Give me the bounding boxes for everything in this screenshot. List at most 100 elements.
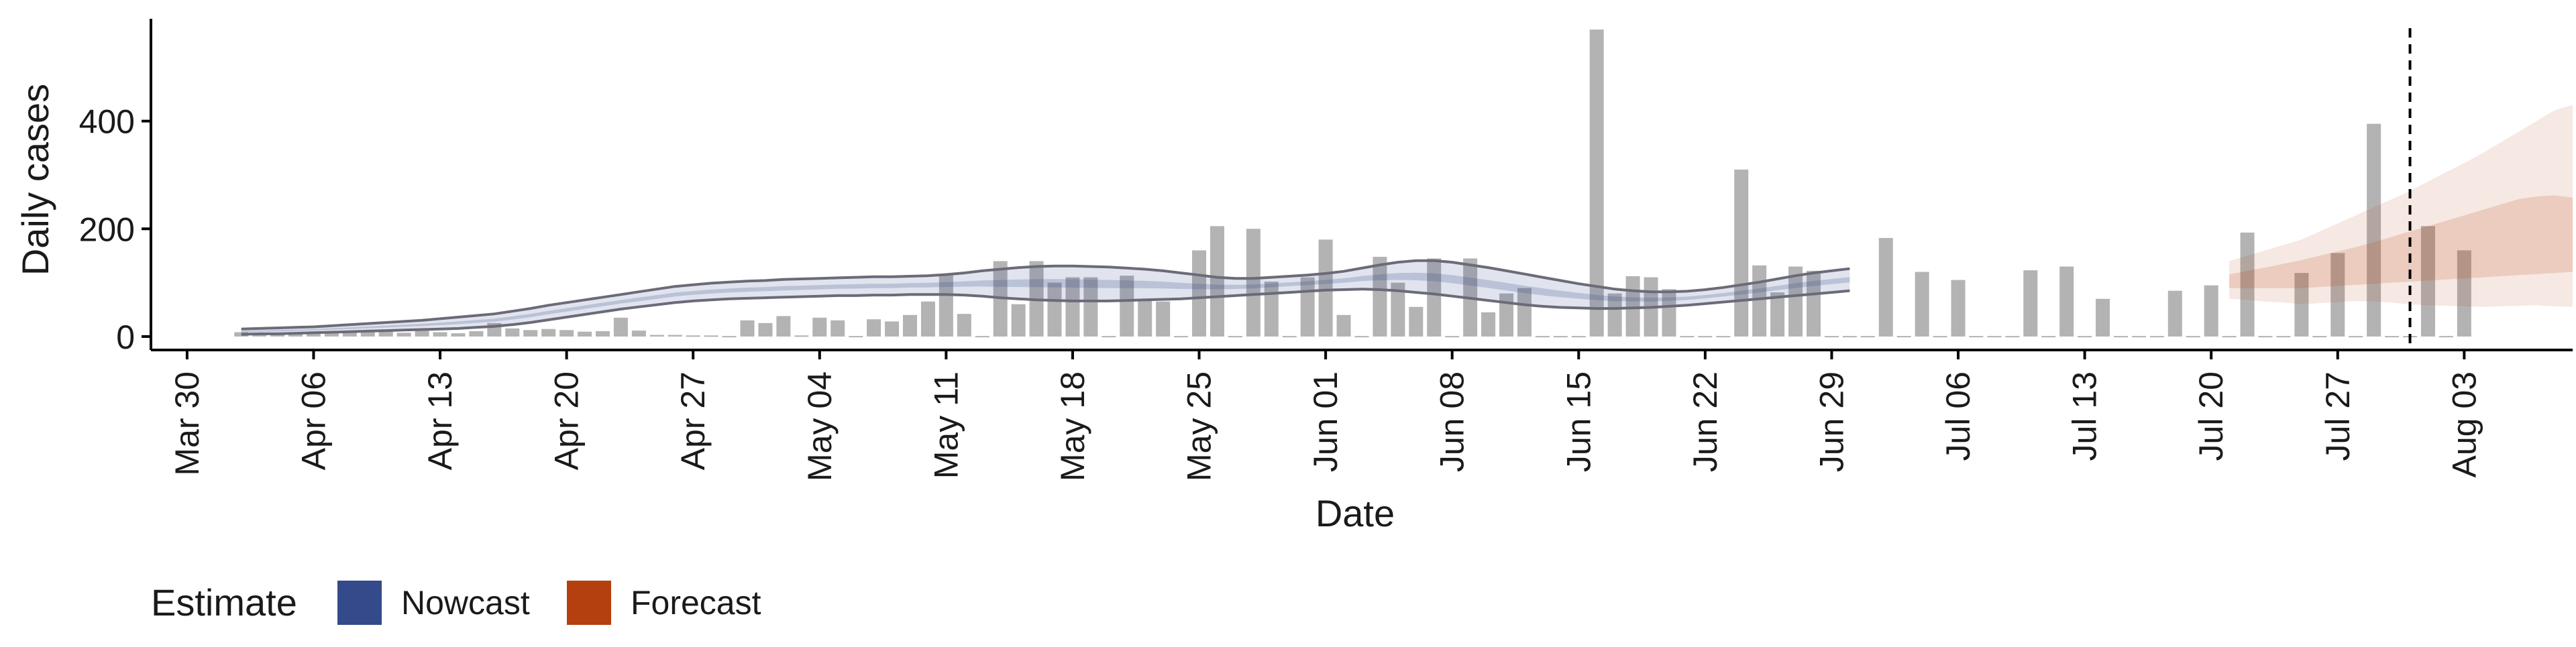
bar xyxy=(649,335,664,337)
bar xyxy=(1915,272,1929,337)
y-tick-label: 200 xyxy=(79,211,135,248)
bar xyxy=(1770,292,1785,337)
bar xyxy=(2294,273,2309,337)
bar xyxy=(1373,257,1387,337)
legend-swatch-forecast xyxy=(567,581,611,625)
bar xyxy=(758,322,773,337)
bar xyxy=(1662,289,1676,337)
bar xyxy=(722,336,737,338)
x-tick-label: Apr 20 xyxy=(548,371,586,470)
y-ticks: 0 200 400 xyxy=(79,103,151,356)
bar xyxy=(1102,336,1116,338)
bar xyxy=(288,333,303,337)
bar xyxy=(1427,258,1442,337)
x-tick-label: Jun 08 xyxy=(1434,371,1471,472)
legend-label-forecast: Forecast xyxy=(631,584,761,622)
x-tick-label: Jul 06 xyxy=(1939,371,1977,461)
bar xyxy=(1047,282,1062,337)
x-tick-label: May 18 xyxy=(1054,371,1091,481)
bar xyxy=(902,314,917,337)
bar xyxy=(559,330,574,337)
x-tick-label: Mar 30 xyxy=(168,371,206,476)
bar xyxy=(1987,336,2002,338)
bar xyxy=(1318,239,1333,337)
bar xyxy=(1282,336,1297,338)
bar xyxy=(1138,298,1152,337)
bar xyxy=(1192,250,1207,337)
bar xyxy=(2385,336,2400,338)
bar xyxy=(469,331,484,337)
bar xyxy=(885,321,900,337)
bar xyxy=(324,331,339,337)
y-axis-title: Daily cases xyxy=(14,84,56,276)
x-tick-label: Jul 27 xyxy=(2319,371,2357,461)
nowcast-band-inner xyxy=(241,272,1850,333)
bar xyxy=(1842,336,1857,338)
bar xyxy=(794,335,809,337)
bar xyxy=(415,331,429,337)
bar xyxy=(1824,336,1839,338)
bar xyxy=(776,316,791,337)
bar xyxy=(1156,301,1171,337)
bar xyxy=(2457,250,2471,337)
bar xyxy=(1752,265,1767,337)
nowcast-band-outer xyxy=(241,260,1850,335)
bands-layer xyxy=(241,28,2573,350)
bar xyxy=(306,333,321,337)
bar xyxy=(1553,336,1568,338)
bar xyxy=(938,274,953,337)
bar xyxy=(596,331,610,337)
bar xyxy=(578,331,592,337)
bar xyxy=(252,333,267,337)
x-tick-label: Jun 15 xyxy=(1560,371,1597,472)
forecast-band-outer xyxy=(2229,105,2573,307)
bar xyxy=(2276,336,2291,338)
x-tick-label: Aug 03 xyxy=(2445,371,2483,477)
bar xyxy=(1264,281,1279,337)
bar xyxy=(867,319,881,337)
x-tick-label: Jul 20 xyxy=(2192,371,2230,461)
bar xyxy=(631,331,646,337)
x-tick-label: Jun 29 xyxy=(1813,371,1850,472)
bar xyxy=(505,328,520,337)
bar xyxy=(2258,336,2273,338)
bar xyxy=(740,320,755,337)
x-tick-label: Apr 27 xyxy=(674,371,712,470)
x-axis-title: Date xyxy=(1316,492,1395,534)
bars-layer xyxy=(234,30,2471,338)
bar xyxy=(1481,312,1496,337)
bar xyxy=(1571,336,1586,338)
bar xyxy=(2420,226,2435,337)
bar xyxy=(2041,336,2056,338)
bar xyxy=(2167,290,2182,337)
x-tick-label: Jun 22 xyxy=(1686,371,1724,472)
bar xyxy=(1860,336,1875,338)
bar xyxy=(2330,253,2345,337)
y-tick-label: 0 xyxy=(116,318,135,356)
bar xyxy=(342,332,357,337)
bar xyxy=(1788,266,1803,337)
bar xyxy=(378,331,393,337)
bar xyxy=(812,317,827,337)
nowcast-lower-line xyxy=(241,288,1850,336)
bar xyxy=(1933,336,1947,338)
bar xyxy=(1589,30,1604,337)
bar xyxy=(1951,280,1966,337)
bar xyxy=(1174,336,1189,338)
bar xyxy=(975,336,989,338)
bar xyxy=(849,336,863,338)
bar xyxy=(2222,336,2237,338)
bar xyxy=(1716,336,1731,338)
bar xyxy=(1969,336,1984,338)
x-tick-label: May 11 xyxy=(927,371,965,479)
bar xyxy=(686,335,700,337)
x-tick-label: Jun 01 xyxy=(1307,371,1344,472)
bar xyxy=(360,331,375,337)
bar xyxy=(541,329,556,337)
bar xyxy=(2096,298,2110,337)
bar xyxy=(920,301,935,337)
bar xyxy=(1228,336,1242,338)
bar xyxy=(2312,336,2327,338)
